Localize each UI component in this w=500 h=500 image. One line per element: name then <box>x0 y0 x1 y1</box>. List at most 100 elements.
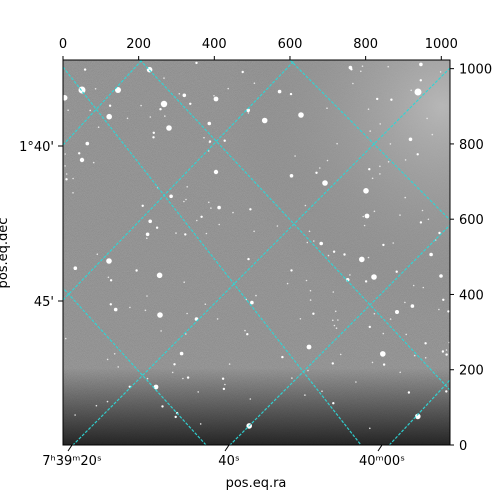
star <box>304 204 307 207</box>
star <box>152 131 155 134</box>
star <box>73 266 78 271</box>
grid-line <box>63 66 362 445</box>
star <box>244 329 246 332</box>
star <box>294 155 296 157</box>
star <box>106 113 112 120</box>
star <box>359 256 365 263</box>
grid-line <box>229 224 450 445</box>
star <box>367 256 370 259</box>
star <box>148 219 152 224</box>
star <box>113 353 116 355</box>
star <box>304 394 306 396</box>
star <box>196 219 198 222</box>
star <box>63 95 68 101</box>
star <box>326 159 329 162</box>
star <box>371 361 374 364</box>
star <box>281 355 284 359</box>
star <box>439 71 442 73</box>
star <box>109 279 113 282</box>
star <box>368 168 371 171</box>
star <box>445 353 448 356</box>
star <box>78 152 81 155</box>
star <box>309 289 312 292</box>
star <box>108 104 112 107</box>
dec-tick-label: 1°40' <box>19 140 54 155</box>
star <box>96 253 99 255</box>
star <box>95 404 98 407</box>
star <box>431 133 434 136</box>
star <box>249 398 252 400</box>
star <box>395 270 398 273</box>
star <box>369 427 371 430</box>
star <box>426 117 428 120</box>
star <box>382 332 385 335</box>
star <box>228 363 231 365</box>
star <box>307 369 309 372</box>
star <box>213 95 215 97</box>
grid-line <box>63 60 143 146</box>
star <box>427 218 430 221</box>
star <box>319 167 321 169</box>
grid-line <box>139 60 450 391</box>
star <box>85 141 90 146</box>
star <box>369 130 372 132</box>
image-bottom-fade <box>63 60 450 445</box>
star <box>218 223 220 226</box>
star <box>178 93 181 95</box>
star <box>332 402 335 405</box>
star <box>89 109 91 112</box>
star <box>445 349 448 351</box>
star <box>299 318 302 320</box>
star <box>445 390 448 393</box>
star <box>241 70 244 74</box>
star <box>419 62 423 67</box>
bright-star <box>166 125 172 131</box>
star <box>173 363 176 366</box>
bright-star <box>157 312 163 318</box>
star <box>200 215 203 218</box>
star <box>183 200 185 203</box>
star <box>327 254 330 257</box>
star <box>315 171 318 174</box>
grid-line <box>72 67 450 445</box>
bright-star <box>322 180 328 186</box>
star <box>247 112 250 114</box>
star <box>106 400 109 403</box>
bright-star <box>115 87 121 93</box>
star <box>204 303 207 306</box>
star <box>185 198 187 201</box>
ra-tick-label: 40ᵐ00ˢ <box>359 454 405 469</box>
star <box>349 274 351 276</box>
star <box>413 354 416 357</box>
star <box>447 310 450 313</box>
star <box>289 174 294 178</box>
star <box>117 366 119 368</box>
star <box>355 381 357 383</box>
star <box>205 232 208 235</box>
star <box>364 280 368 283</box>
star <box>184 233 187 236</box>
star <box>83 68 87 71</box>
star <box>312 312 315 315</box>
star <box>387 161 390 163</box>
star <box>308 230 311 233</box>
star <box>94 88 97 90</box>
star <box>141 204 144 207</box>
star <box>97 126 100 128</box>
star <box>319 241 324 246</box>
star <box>250 300 254 305</box>
star <box>424 342 427 345</box>
star <box>390 98 393 101</box>
bright-star <box>364 213 370 219</box>
y-tick-label: 200 <box>459 364 484 379</box>
star <box>379 123 382 125</box>
star <box>92 161 95 164</box>
coordinate-grid <box>63 60 450 445</box>
plot-frame <box>62 59 451 446</box>
x-tick-label: 1000 <box>425 37 458 52</box>
star <box>424 357 427 359</box>
bright-star <box>213 169 219 175</box>
star <box>185 333 187 335</box>
star <box>174 415 177 419</box>
y-tick-label: 600 <box>459 213 484 228</box>
